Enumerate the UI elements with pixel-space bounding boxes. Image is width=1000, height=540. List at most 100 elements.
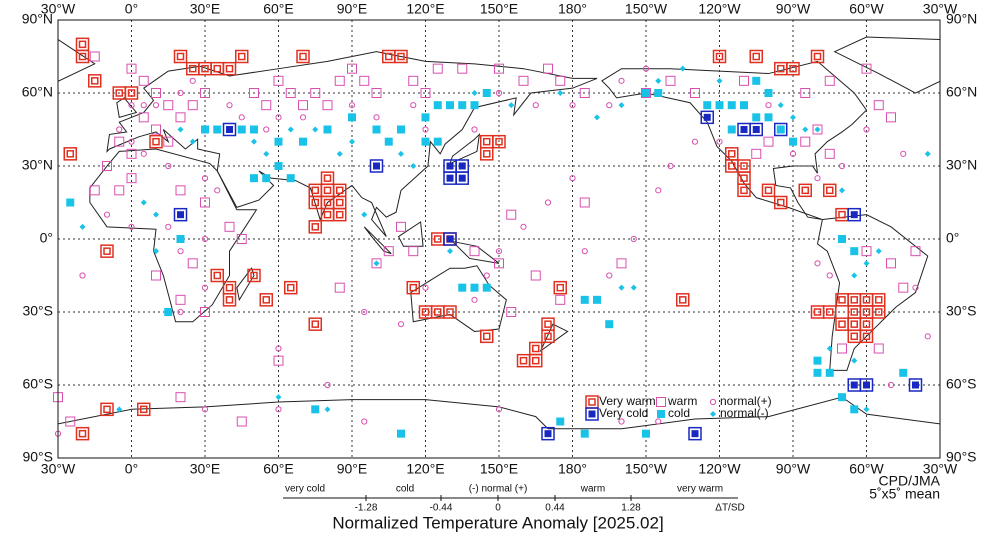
cold-marker [727,125,736,134]
outer-square [480,329,494,344]
very-warm-marker [222,61,237,76]
inner-square [287,283,295,292]
inner-square [250,271,258,280]
normal-plus-marker [201,175,209,182]
warm-marker [530,270,541,281]
normal-plus-marker [912,284,919,291]
warm-marker [469,246,480,257]
y-tick-label: 30°S [946,303,977,319]
normal-minus-marker [116,406,123,413]
cold-marker [176,235,185,243]
outer-square [553,280,567,295]
scale-category: very warm [677,484,723,495]
cold-marker [715,101,724,110]
warm-marker [812,124,823,135]
inner-square [850,211,858,219]
outer-square [492,134,506,149]
normal-plus-marker [618,77,625,84]
normal-plus-marker [275,406,282,413]
normal-plus-marker [900,150,907,157]
outer-square [235,49,249,64]
inner-square [323,198,332,207]
inner-square [226,126,233,133]
warm-marker [249,88,259,98]
scale-category: (-) normal (+) [469,484,528,495]
cold-marker [384,137,393,146]
very-cold-marker [847,207,861,222]
outer-square [394,49,408,64]
inner-square [838,210,846,219]
normal-minus-marker [361,211,368,218]
normal-minus-marker [557,90,564,96]
cold-marker [348,113,356,122]
inner-square [728,150,736,158]
source: CPD/JMA [879,473,941,489]
y-tick-label: 30°S [22,303,53,319]
normal-plus-marker [189,77,196,84]
outer-square [872,305,886,319]
y-tick-label: 0° [40,230,53,246]
normal-minus-marker [630,284,637,291]
normal-plus-marker [238,114,245,121]
normal-plus-marker [887,381,895,389]
very-warm-marker [761,183,776,198]
very-warm-marker [222,293,237,307]
warm-marker [151,88,161,98]
inner-square [336,210,344,219]
scale-category: warm [580,484,605,495]
outer-square [823,183,837,198]
legend-label: normal(-) [720,406,769,420]
warm-marker [126,173,137,184]
normal-minus-marker [324,406,331,413]
very-warm-marker [247,268,261,283]
normal-plus-marker [324,381,331,389]
inner-square [813,308,822,316]
inner-square [483,150,491,158]
normal-plus-marker [263,126,270,133]
inner-square [66,150,74,158]
cold-marker [813,368,822,377]
cold-marker [654,89,663,97]
inner-square [189,64,197,73]
normal-plus-marker [924,333,931,340]
cold-marker [250,125,258,134]
outer-square [173,207,188,222]
inner-square [862,332,871,341]
normal-plus-marker [348,102,356,109]
x-tick-label: 60°W [849,1,884,17]
normal-plus-marker [165,223,172,230]
normal-plus-marker [177,89,184,97]
very-cold-marker [369,159,384,173]
inner-square [201,64,209,73]
warm-marker [579,88,590,98]
warm-marker [114,136,125,147]
warm-marker [200,197,210,208]
inner-square [826,186,834,195]
very-warm-marker [308,220,322,234]
warm-marker [616,258,627,269]
warm-marker [641,88,651,98]
scale-unit: ΔT/SD [715,503,744,514]
inner-square [483,332,491,341]
cold-marker [899,368,908,377]
cold-marker [458,283,467,292]
inner-square [544,320,552,328]
warm-marker [224,221,235,232]
inner-square [311,198,319,207]
inner-square [679,296,687,304]
normal-minus-marker [716,77,723,84]
y-tick-label: 0° [946,230,959,246]
outer-square [516,353,531,368]
very-cold-marker [173,207,188,222]
inner-square [875,296,883,304]
y-tick-label: 60°S [22,376,53,392]
cold-marker [752,76,761,85]
inner-square [446,308,454,316]
outer-square [443,232,457,246]
inner-square [495,137,503,146]
inner-square [483,137,491,146]
outer-square [259,293,273,307]
outer-square [737,183,751,198]
outer-square [210,268,224,283]
normal-minus-marker [924,150,931,157]
